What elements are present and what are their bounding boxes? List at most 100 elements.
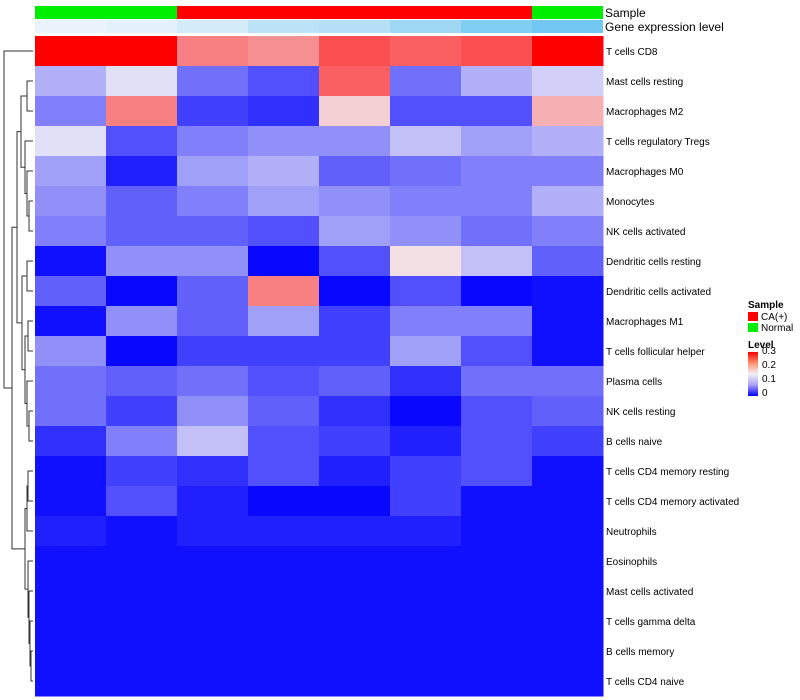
heatmap-cell <box>532 126 604 157</box>
heatmap-cell <box>390 66 462 97</box>
heatmap-cell <box>35 396 107 427</box>
heatmap-cell <box>35 546 107 577</box>
heatmap-cell <box>390 396 462 427</box>
heatmap-cell <box>461 306 533 337</box>
heatmap-cell <box>177 546 249 577</box>
heatmap-cell <box>390 516 462 547</box>
heatmap-cell <box>461 516 533 547</box>
heatmap-cell <box>390 216 462 247</box>
dendrogram-branch <box>26 80 33 112</box>
heatmap-cell <box>177 96 249 127</box>
row-label: T cells follicular helper <box>606 347 705 358</box>
heatmap-cell <box>106 336 178 367</box>
row-label: B cells memory <box>606 647 674 658</box>
row-label: T cells CD4 memory activated <box>606 497 739 508</box>
heatmap-cell <box>248 366 320 397</box>
heatmap-cell <box>248 666 320 697</box>
heatmap-cell <box>532 306 604 337</box>
heatmap-cell <box>177 666 249 697</box>
heatmap-cell <box>390 606 462 637</box>
heatmap-cell <box>319 126 391 157</box>
heatmap-cell <box>106 426 178 457</box>
heatmap-cell <box>35 96 107 127</box>
heatmap-cell <box>461 156 533 187</box>
heatmap-cell <box>248 516 320 547</box>
heatmap-cell <box>177 276 249 307</box>
heatmap-cell <box>106 366 178 397</box>
expression-annotation-cell <box>106 20 177 33</box>
heatmap-cell <box>248 156 320 187</box>
heatmap-cell <box>461 186 533 217</box>
heatmap-cell <box>319 366 391 397</box>
heatmap-cell <box>319 96 391 127</box>
row-label: Eosinophils <box>606 557 657 568</box>
heatmap-cell <box>390 126 462 157</box>
heatmap-cell <box>177 486 249 517</box>
heatmap-cell <box>532 96 604 127</box>
heatmap-cell <box>461 96 533 127</box>
heatmap-cell <box>532 186 604 217</box>
heatmap-cell <box>177 216 249 247</box>
sample-annotation-cell <box>461 6 532 19</box>
expression-annotation-cell <box>390 20 461 33</box>
heatmap-cell <box>248 126 320 157</box>
heatmap-cell <box>390 186 462 217</box>
dendrogram-branch <box>26 170 33 217</box>
heatmap-cell <box>461 576 533 607</box>
heatmap-cell <box>319 156 391 187</box>
heatmap-cell <box>461 336 533 367</box>
row-label: NK cells resting <box>606 407 675 418</box>
heatmap-cell <box>390 246 462 277</box>
sample-annotation-cell <box>177 6 248 19</box>
row-label: Macrophages M2 <box>606 107 684 118</box>
heatmap-cell <box>532 336 604 367</box>
row-label: T cells regulatory Tregs <box>606 137 710 148</box>
heatmap-cell <box>35 666 107 697</box>
heatmap-cell <box>532 426 604 457</box>
sample-annotation-cell <box>390 6 461 19</box>
heatmap-cell <box>390 36 462 67</box>
heatmap-cell <box>106 36 178 67</box>
row-label: Dendritic cells activated <box>606 287 711 298</box>
heatmap-cell <box>35 366 107 397</box>
heatmap-cell <box>319 576 391 607</box>
row-label: Macrophages M0 <box>606 167 684 178</box>
heatmap-cell <box>248 306 320 337</box>
heatmap-cell <box>461 246 533 277</box>
heatmap-cell <box>248 546 320 577</box>
heatmap-cell <box>177 336 249 367</box>
heatmap-cell <box>532 666 604 697</box>
expression-annotation-cell <box>177 20 248 33</box>
heatmap-cell <box>319 636 391 667</box>
heatmap-cell <box>177 636 249 667</box>
row-label: Neutrophils <box>606 527 657 538</box>
heatmap-cell <box>106 576 178 607</box>
row-labels: T cells CD8 Mast cells resting Macrophages… <box>606 47 739 688</box>
heatmap-cell <box>461 486 533 517</box>
heatmap-cell <box>532 606 604 637</box>
heatmap-cell <box>106 396 178 427</box>
expression-annotation-cell <box>319 20 390 33</box>
heatmap-cell <box>35 276 107 307</box>
heatmap-cell <box>106 636 178 667</box>
heatmap-cell <box>461 426 533 457</box>
sample-annotation-cell <box>319 6 390 19</box>
heatmap-cell <box>177 516 249 547</box>
heatmap-cell <box>35 576 107 607</box>
heatmap-cell <box>35 156 107 187</box>
heatmap-cell <box>461 276 533 307</box>
heatmap-cell <box>177 366 249 397</box>
heatmap-cell <box>106 216 178 247</box>
heatmap-cell <box>177 186 249 217</box>
heatmap-cell <box>390 96 462 127</box>
heatmap-cell <box>461 606 533 637</box>
heatmap-cell <box>35 186 107 217</box>
heatmap-cell <box>35 516 107 547</box>
dendrogram-branch <box>3 50 33 389</box>
heatmap-cell <box>390 336 462 367</box>
heatmap-cell <box>319 186 391 217</box>
row-label: Monocytes <box>606 197 654 208</box>
legend-swatch-ca <box>748 312 758 321</box>
heatmap-cell <box>390 366 462 397</box>
heatmap-cell <box>532 156 604 187</box>
